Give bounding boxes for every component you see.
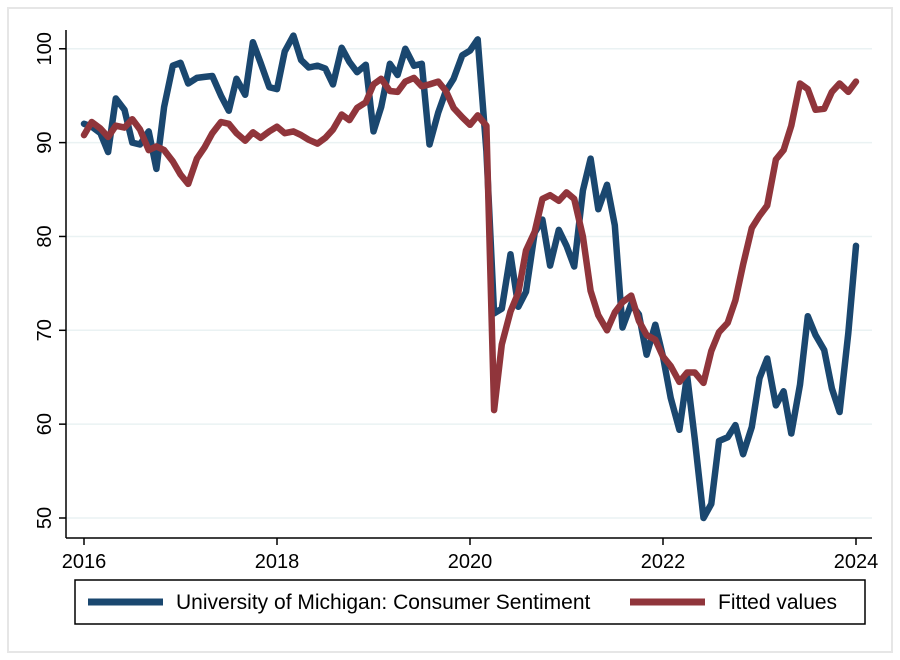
figure-border	[7, 7, 893, 653]
series	[80, 32, 860, 522]
y-tick-label: 70	[34, 319, 56, 341]
x-tick-label: 2022	[641, 551, 686, 573]
legend: University of Michigan: Consumer Sentime…	[74, 579, 866, 625]
x-tick-label: 2024	[834, 551, 879, 573]
y-tick-label: 50	[34, 507, 56, 529]
series-line-consumer-sentiment	[80, 32, 860, 522]
y-tick-label: 60	[34, 413, 56, 435]
plot-area	[66, 30, 872, 538]
x-tick-label: 2016	[62, 551, 107, 573]
y-tick-label: 90	[34, 131, 56, 153]
axes: 50 60 70 80 90 100 2016 2018 2020 2022 2024	[34, 30, 878, 573]
series-line-fitted-values	[80, 74, 860, 414]
y-tick-label: 80	[34, 225, 56, 247]
y-tick-label: 100	[34, 32, 56, 65]
legend-label-consumer-sentiment: University of Michigan: Consumer Sentime…	[176, 591, 590, 614]
x-tick-label: 2018	[255, 551, 300, 573]
legend-label-fitted-values: Fitted values	[718, 591, 837, 614]
legend-box	[74, 579, 866, 625]
x-tick-label: 2020	[448, 551, 493, 573]
